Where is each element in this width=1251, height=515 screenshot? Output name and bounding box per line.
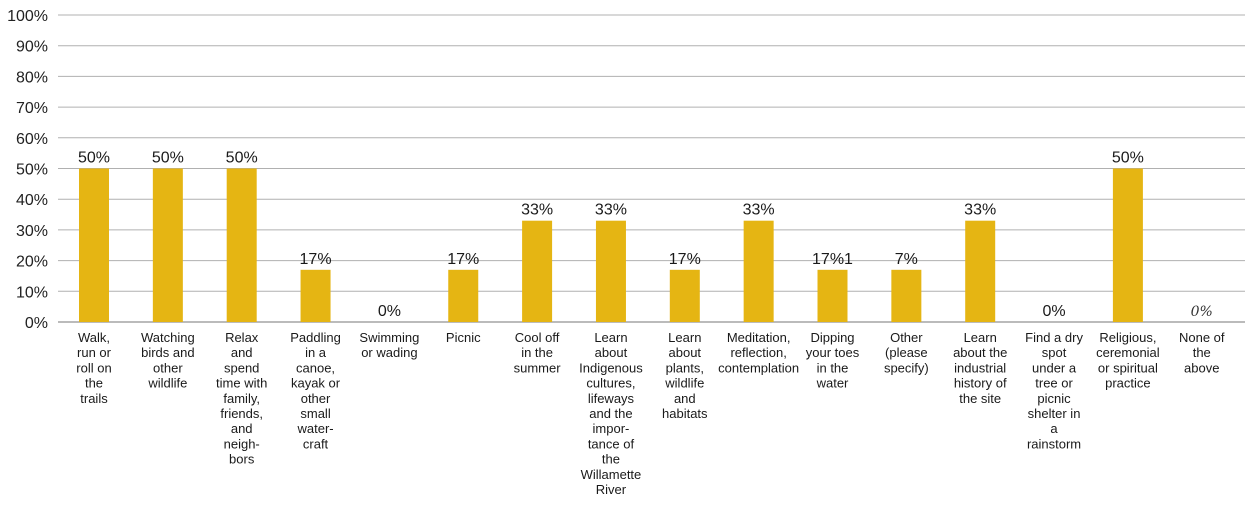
y-tick-label: 30% — [16, 223, 48, 240]
data-label: 50% — [78, 150, 110, 167]
category-label: Picnic — [446, 330, 481, 345]
data-label: 50% — [226, 150, 258, 167]
category-label: Meditation, reflection, contemplation — [718, 330, 799, 375]
data-label: 17%1 — [812, 251, 853, 268]
category-label: Swimming or wading — [359, 330, 419, 360]
category-label: Religious, ceremonial or spiritual practice — [1096, 330, 1160, 391]
category-label: Learn about Indigenous cultures, lifeways and… — [579, 330, 643, 497]
y-tick-label: 90% — [16, 39, 48, 56]
bar — [152, 168, 183, 322]
data-label: 50% — [1112, 150, 1144, 167]
x-axis-categories: Walk, run or roll on the trails Watching birds… — [76, 330, 1225, 497]
y-tick-label: 10% — [16, 284, 48, 301]
data-label: 0% — [1042, 303, 1065, 320]
category-label: Paddling in a canoe, kayak or other small wate… — [290, 330, 341, 451]
data-labels: 50% 50% 50% 17% 0% 17% 33% 33% 17% 33% 17%1 7% 33% 0%… — [78, 150, 1213, 321]
bar — [79, 168, 109, 322]
category-label: Dipping your toes in the water — [806, 330, 860, 391]
bar — [817, 269, 848, 322]
y-tick-label: 70% — [16, 100, 48, 117]
y-tick-label: 80% — [16, 69, 48, 86]
category-label: None of the above — [1179, 330, 1225, 375]
data-label: 33% — [964, 202, 996, 219]
bar — [891, 269, 922, 322]
category-label: Other (please specify) — [884, 330, 929, 375]
bar — [743, 220, 774, 322]
category-label: Learn about plants, wildlife and habitats — [662, 330, 708, 421]
category-label: Watching birds and other wildlife — [141, 330, 195, 391]
category-label: Relax and spend time with family, friends, and… — [216, 330, 267, 467]
bar — [965, 220, 996, 322]
bar — [226, 168, 257, 322]
bar — [669, 269, 700, 322]
bar — [448, 269, 479, 322]
category-label: Learn about the industrial history of the si… — [953, 330, 1007, 406]
y-tick-label: 60% — [16, 131, 48, 148]
data-label: 33% — [743, 202, 775, 219]
data-label: 50% — [152, 150, 184, 167]
data-label: 0% — [1191, 304, 1213, 320]
data-label: 7% — [895, 251, 918, 268]
category-label: Walk, run or roll on the trails — [76, 330, 111, 406]
bar — [300, 269, 331, 322]
data-label: 17% — [447, 251, 479, 268]
category-label: Cool off in the summer — [514, 330, 562, 375]
y-tick-label: 20% — [16, 254, 48, 271]
y-tick-label: 50% — [16, 162, 48, 179]
y-axis-ticks: 0% 10% 20% 30% 40% 50% 60% 70% 80% 90% 100% — [7, 8, 48, 332]
data-label: 0% — [378, 303, 401, 320]
bar — [522, 220, 553, 322]
data-label: 17% — [669, 251, 701, 268]
bar — [595, 220, 626, 322]
data-label: 17% — [300, 251, 332, 268]
y-tick-label: 40% — [16, 192, 48, 209]
data-label: 33% — [521, 202, 553, 219]
bar — [1112, 168, 1143, 322]
y-tick-label: 100% — [7, 8, 48, 25]
data-label: 33% — [595, 202, 627, 219]
category-label: Find a dry spot under a tree or picnic shelte… — [1025, 330, 1083, 451]
bars — [79, 168, 1143, 322]
y-tick-label: 0% — [25, 315, 48, 332]
